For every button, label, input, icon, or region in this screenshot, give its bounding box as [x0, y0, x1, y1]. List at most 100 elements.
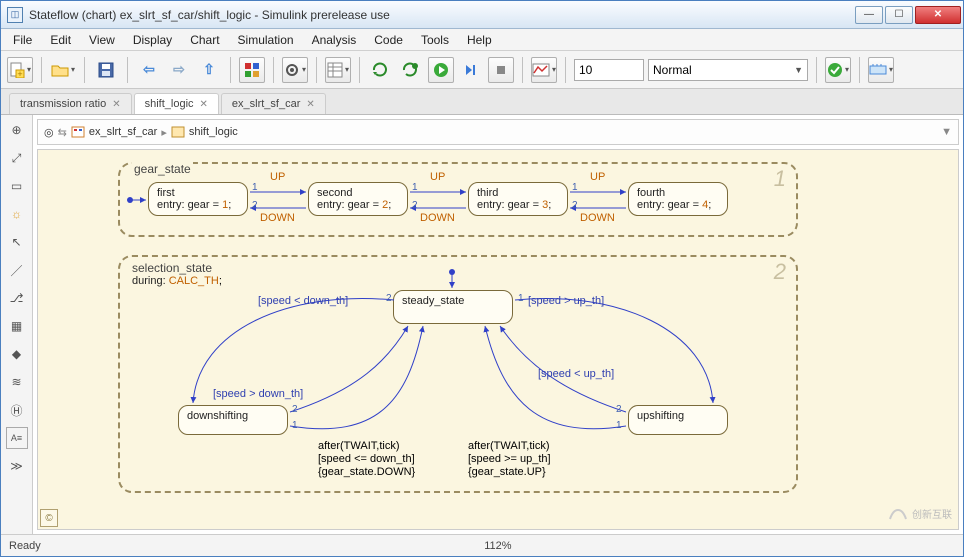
close-icon[interactable]: ✕	[306, 99, 314, 110]
model-icon	[71, 125, 85, 139]
tab-ex-slrt-sf-car[interactable]: ex_slrt_sf_car ✕	[221, 93, 326, 114]
bus-icon[interactable]: ≋	[6, 371, 28, 393]
step-forward-button[interactable]	[458, 57, 484, 83]
up-button[interactable]: ⇧	[196, 57, 222, 83]
priority-label: 1	[292, 420, 298, 431]
superstate-during: during: CALC_TH;	[132, 275, 222, 287]
tab-label: ex_slrt_sf_car	[232, 98, 300, 110]
svg-text:+: +	[17, 69, 22, 78]
close-button[interactable]: ✕	[915, 6, 961, 24]
titlebar: ◫ Stateflow (chart) ex_slrt_sf_car/shift…	[1, 1, 963, 29]
line-icon[interactable]: ／	[6, 259, 28, 281]
save-button[interactable]	[93, 57, 119, 83]
nav-target-icon[interactable]: ◎	[44, 126, 54, 139]
priority-label: 2	[292, 404, 298, 415]
close-icon[interactable]: ✕	[200, 99, 208, 110]
pen-icon[interactable]: ↖	[6, 231, 28, 253]
copyright-badge: ©	[40, 509, 58, 527]
breadcrumb-dropdown-icon[interactable]: ▼	[941, 126, 952, 138]
table-icon[interactable]: ▦	[6, 315, 28, 337]
build-button[interactable]	[368, 57, 394, 83]
state-name: downshifting	[187, 410, 279, 422]
stop-time-input[interactable]	[574, 59, 644, 81]
branch-icon[interactable]: ⎇	[6, 287, 28, 309]
state-upshifting[interactable]: upshifting	[628, 405, 728, 435]
scope-button[interactable]: ▾	[531, 57, 557, 83]
nav-icon[interactable]: ⊕	[6, 119, 28, 141]
priority-label: 1	[518, 293, 524, 304]
guard-label: [speed < up_th]	[538, 368, 614, 380]
guard-label: [speed > down_th]	[213, 388, 303, 400]
state-name: fourth	[637, 187, 719, 199]
menu-edit[interactable]: Edit	[42, 31, 79, 49]
trans-label-up: UP	[430, 171, 445, 183]
library-button[interactable]	[239, 57, 265, 83]
priority-label: 2	[572, 200, 578, 211]
run-button[interactable]	[428, 57, 454, 83]
history-caret-icon[interactable]: ⇆	[58, 126, 67, 139]
hierarchy-icon[interactable]: Ⓗ	[6, 399, 28, 421]
menu-simulation[interactable]: Simulation	[230, 31, 302, 49]
action-label-down: after(TWAIT,tick) [speed <= down_th] {ge…	[318, 440, 415, 479]
breadcrumb-item[interactable]: ex_slrt_sf_car	[89, 126, 157, 138]
back-button[interactable]: ⇦	[136, 57, 162, 83]
check-button[interactable]: ▾	[825, 57, 851, 83]
zoom-text: 112%	[484, 540, 511, 552]
menu-chart[interactable]: Chart	[182, 31, 227, 49]
new-button[interactable]: +▾	[7, 57, 33, 83]
state-second[interactable]: second entry: gear = 2;	[308, 182, 408, 216]
guard-label: [speed < down_th]	[258, 295, 348, 307]
stateflow-canvas[interactable]: gear_state 1 first entry: gear = 1; seco…	[37, 149, 959, 530]
state-downshifting[interactable]: downshifting	[178, 405, 288, 435]
app-icon: ◫	[7, 7, 23, 23]
explorer-button[interactable]: ▾	[325, 57, 351, 83]
fast-restart-button[interactable]	[398, 57, 424, 83]
variant-icon[interactable]: ◆	[6, 343, 28, 365]
menu-view[interactable]: View	[81, 31, 123, 49]
hardware-button[interactable]: ▾	[868, 57, 894, 83]
main-area: ⊕ ⤢ ▭ ☼ ↖ ／ ⎇ ▦ ◆ ≋ Ⓗ A≡ ≫ ◎ ⇆ ex_slrt_s…	[1, 115, 963, 534]
state-name: first	[157, 187, 239, 199]
breadcrumb-item[interactable]: shift_logic	[189, 126, 238, 138]
priority-label: 1	[412, 182, 418, 193]
forward-button[interactable]: ⇨	[166, 57, 192, 83]
menu-display[interactable]: Display	[125, 31, 180, 49]
menu-help[interactable]: Help	[459, 31, 500, 49]
zoom-rect-icon[interactable]: ⤢	[6, 147, 28, 169]
menu-file[interactable]: File	[5, 31, 40, 49]
menu-tools[interactable]: Tools	[413, 31, 457, 49]
trans-label-down: DOWN	[260, 212, 295, 224]
tab-shift-logic[interactable]: shift_logic✕	[134, 93, 219, 114]
superstate-label: gear_state	[132, 162, 193, 176]
state-first[interactable]: first entry: gear = 1;	[148, 182, 248, 216]
watermark-text: 创新互联	[912, 506, 952, 521]
toolbar: +▾ ▾ ⇦ ⇨ ⇧ ▾ ▾ ▾ Normal▼ ▾ ▾	[1, 51, 963, 89]
state-entry: entry: gear =	[477, 199, 542, 211]
superstate-label: selection_state	[132, 261, 212, 275]
close-icon[interactable]: ✕	[112, 99, 120, 110]
superstate-index: 2	[774, 259, 786, 285]
state-fourth[interactable]: fourth entry: gear = 4;	[628, 182, 728, 216]
fit-icon[interactable]: ▭	[6, 175, 28, 197]
menu-code[interactable]: Code	[366, 31, 411, 49]
config-button[interactable]: ▾	[282, 57, 308, 83]
maximize-button[interactable]: ☐	[885, 6, 913, 24]
text-icon[interactable]: A≡	[6, 427, 28, 449]
annotate-icon[interactable]: ☼	[6, 203, 28, 225]
state-name: steady_state	[402, 295, 504, 307]
trans-label-down: DOWN	[420, 212, 455, 224]
state-steady[interactable]: steady_state	[393, 290, 513, 324]
statusbar: Ready 112%	[1, 534, 963, 556]
state-entry: entry: gear =	[637, 199, 702, 211]
stop-button[interactable]	[488, 57, 514, 83]
priority-label: 2	[386, 293, 392, 304]
tab-transmission-ratio[interactable]: transmission ratio✕	[9, 93, 132, 114]
app-window: ◫ Stateflow (chart) ex_slrt_sf_car/shift…	[0, 0, 964, 557]
minimize-button[interactable]: —	[855, 6, 883, 24]
state-third[interactable]: third entry: gear = 3;	[468, 182, 568, 216]
trans-label-down: DOWN	[580, 212, 615, 224]
sim-mode-select[interactable]: Normal▼	[648, 59, 808, 81]
menu-analysis[interactable]: Analysis	[304, 31, 365, 49]
sample-icon[interactable]: ≫	[6, 455, 28, 477]
open-button[interactable]: ▾	[50, 57, 76, 83]
